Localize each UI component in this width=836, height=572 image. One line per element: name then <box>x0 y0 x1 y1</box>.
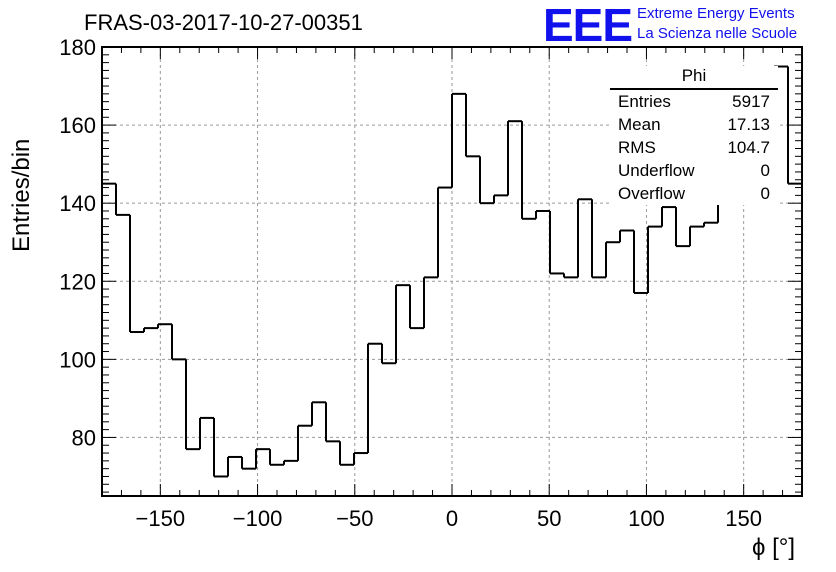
stats-value: 0 <box>760 184 770 203</box>
y-tick-label: 140 <box>59 191 96 216</box>
stats-row: Overflow 0 <box>610 182 778 205</box>
x-tick-label: −150 <box>136 506 186 531</box>
stats-label: Entries <box>618 92 671 111</box>
logo-caption: Extreme Energy Events La Scienza nelle S… <box>637 4 797 44</box>
stats-box: Phi Entries 5917 Mean 17.13 RMS 104.7 Under… <box>610 66 778 205</box>
y-tick-label: 180 <box>59 35 96 60</box>
x-tick-label: 150 <box>725 506 762 531</box>
stats-row: Underflow 0 <box>610 159 778 182</box>
x-tick-label: 0 <box>446 506 458 531</box>
stats-value: 5917 <box>732 92 770 111</box>
axes <box>101 46 803 497</box>
stats-label: Mean <box>618 115 661 134</box>
stats-row: Entries 5917 <box>610 90 778 113</box>
x-tick-label: 50 <box>537 506 561 531</box>
x-tick-label: −100 <box>233 506 283 531</box>
x-tick-label: −50 <box>336 506 373 531</box>
logo-line-2: La Scienza nelle Scuole <box>637 25 798 42</box>
y-tick-label: 120 <box>59 269 96 294</box>
x-tick-label: 100 <box>628 506 665 531</box>
stats-value: 104.7 <box>727 138 770 157</box>
stats-label: Overflow <box>618 184 686 203</box>
stats-label: RMS <box>618 138 656 157</box>
chart-title: FRAS-03-2017-10-27-00351 <box>84 10 363 35</box>
y-tick-label: 100 <box>59 347 96 372</box>
y-tick-label: 160 <box>59 113 96 138</box>
stats-label: Underflow <box>618 161 695 180</box>
stats-value: 0 <box>760 161 770 180</box>
stats-title: Phi <box>610 66 778 90</box>
stats-row: Mean 17.13 <box>610 113 778 136</box>
x-axis-label: ϕ [°] <box>752 534 796 561</box>
y-tick-label: 80 <box>72 425 96 450</box>
stats-value: 17.13 <box>727 115 770 134</box>
logo-line-1: Extreme Energy Events <box>637 5 795 22</box>
stats-row: RMS 104.7 <box>610 136 778 159</box>
x-tick-labels: −150 −100 −50 0 50 100 150 <box>136 506 762 531</box>
y-axis-label: Entries/bin <box>8 138 35 252</box>
y-tick-labels: 80 100 120 140 160 180 <box>59 35 96 450</box>
eee-logo: EEE <box>543 0 633 51</box>
